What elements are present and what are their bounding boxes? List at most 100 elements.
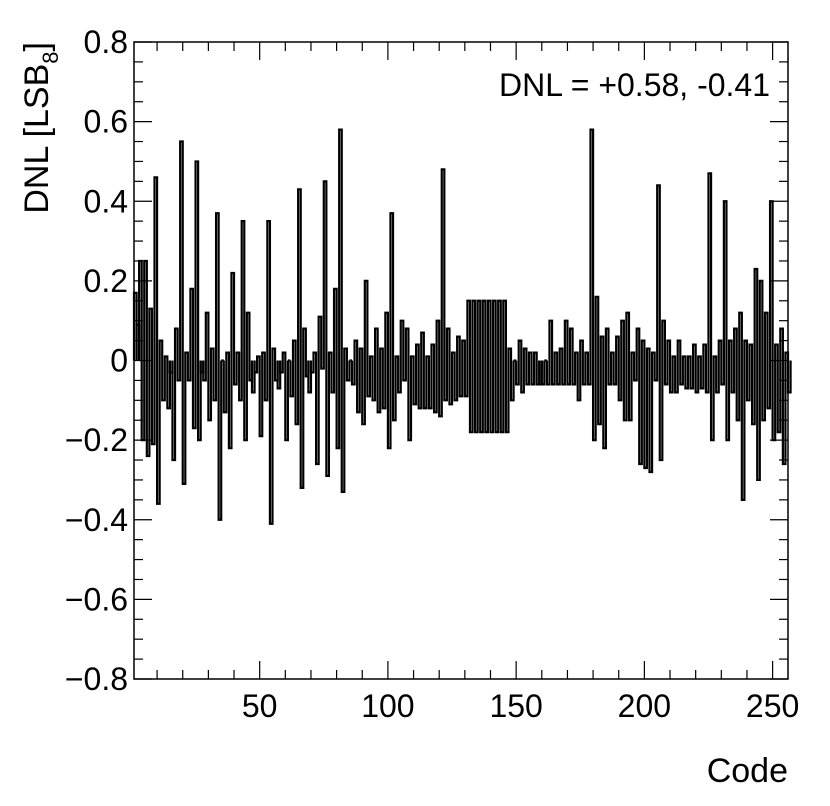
- histogram-bin: [468, 360, 474, 434]
- histogram-bin: [158, 339, 164, 361]
- histogram-bin: [279, 360, 284, 374]
- histogram-bin: [415, 343, 420, 361]
- histogram-bin: [197, 360, 202, 442]
- histogram-bin: [184, 351, 189, 361]
- histogram-bin: [345, 360, 351, 382]
- histogram-bin: [692, 343, 697, 361]
- histogram-bin: [312, 351, 318, 361]
- histogram-bin: [268, 360, 274, 525]
- histogram-bin: [191, 360, 197, 430]
- histogram-bin: [576, 360, 582, 402]
- histogram-bin: [284, 360, 289, 442]
- histogram-bin: [353, 339, 359, 361]
- histogram-bin: [399, 319, 405, 361]
- histogram-bin: [620, 319, 625, 361]
- histogram-bin: [735, 360, 741, 422]
- histogram-bin: [373, 327, 379, 361]
- histogram-bin: [389, 212, 395, 361]
- histogram-bin: [253, 360, 259, 374]
- histogram-bin: [502, 299, 507, 361]
- histogram-bin: [307, 360, 313, 394]
- histogram-bin: [574, 351, 579, 361]
- histogram-bin: [561, 360, 566, 386]
- histogram-bin: [768, 200, 774, 361]
- histogram-bin: [558, 347, 564, 361]
- histogram-bin: [650, 351, 656, 361]
- histogram-bin: [707, 172, 713, 361]
- y-tick-labels: 0.8 0.6 0.4 0.2 0 −0.2 −0.4 −0.6 −0.8: [65, 24, 128, 697]
- histogram-bin: [445, 327, 451, 361]
- histogram-bin: [361, 360, 366, 426]
- histogram-bin: [591, 360, 597, 442]
- histogram-bin: [638, 360, 643, 466]
- histogram-bin: [232, 360, 238, 386]
- y-tick-label: −0.4: [65, 502, 128, 538]
- annotation-label: DNL = +0.58, -0.41: [499, 67, 770, 103]
- histogram-bin: [325, 360, 331, 478]
- histogram-bin: [327, 351, 333, 361]
- histogram-bin: [338, 128, 343, 361]
- histogram-bin: [556, 360, 561, 386]
- histogram-bin: [263, 360, 269, 402]
- histogram-bin: [394, 355, 400, 361]
- y-axis-label-subscript: 8: [38, 51, 63, 63]
- histogram-bin: [494, 360, 500, 434]
- histogram-bin: [466, 299, 472, 361]
- histogram-bin: [476, 299, 482, 361]
- histogram-bin: [366, 360, 372, 398]
- histogram-bin: [250, 360, 256, 394]
- histogram-bin: [438, 360, 443, 418]
- histogram-bin: [607, 360, 613, 386]
- histogram-bin: [209, 347, 215, 361]
- histogram-bin: [681, 355, 687, 361]
- histogram-bin: [532, 351, 538, 361]
- histogram-bin: [584, 351, 590, 361]
- histogram-bin: [186, 360, 192, 382]
- histogram-bin: [497, 299, 502, 361]
- histogram-bin: [597, 360, 602, 426]
- histogram-bin: [163, 355, 169, 361]
- histogram-bin: [320, 360, 325, 370]
- histogram-bin: [645, 347, 651, 361]
- histogram-bin: [266, 220, 272, 361]
- histogram-bin: [666, 339, 672, 361]
- x-tick-label: 200: [618, 688, 671, 724]
- histogram-bin: [489, 360, 495, 434]
- histogram-bin: [709, 360, 715, 442]
- histogram-bin: [571, 360, 577, 386]
- x-tick-label: 50: [242, 688, 278, 724]
- histogram-bin: [712, 355, 718, 361]
- histogram-bin: [694, 360, 700, 394]
- histogram-bin: [243, 360, 248, 442]
- histogram-bin: [520, 360, 525, 394]
- histogram-bin: [525, 360, 531, 386]
- histogram-bin: [332, 287, 338, 361]
- histogram-bin: [704, 360, 710, 394]
- histogram-bin: [458, 360, 464, 398]
- histogram-bin: [294, 360, 300, 426]
- histogram-bin: [256, 355, 261, 361]
- histogram-bin: [566, 360, 572, 386]
- histogram-bin: [617, 360, 623, 402]
- histogram-bin: [609, 351, 615, 361]
- histogram-bin: [674, 360, 679, 394]
- histogram-bin: [658, 360, 664, 462]
- histogram-bin: [335, 360, 341, 450]
- histogram-bin: [309, 360, 315, 374]
- histogram-bin: [302, 327, 307, 361]
- histogram-bin: [581, 360, 587, 386]
- histogram-bin: [761, 360, 767, 422]
- histogram-bin: [750, 360, 756, 426]
- histogram-bin: [653, 360, 659, 382]
- histogram-bin: [743, 339, 749, 361]
- histogram-bin: [276, 360, 282, 390]
- histogram-bin: [314, 360, 320, 466]
- histogram-bin: [207, 360, 213, 422]
- y-tick-label: −0.6: [65, 581, 128, 617]
- histogram-bin: [181, 360, 187, 486]
- histogram-bin: [640, 339, 646, 361]
- histogram-bin: [140, 360, 146, 442]
- histogram-bin: [417, 360, 423, 410]
- histogram-bin: [317, 315, 323, 361]
- histogram-bin: [358, 347, 364, 361]
